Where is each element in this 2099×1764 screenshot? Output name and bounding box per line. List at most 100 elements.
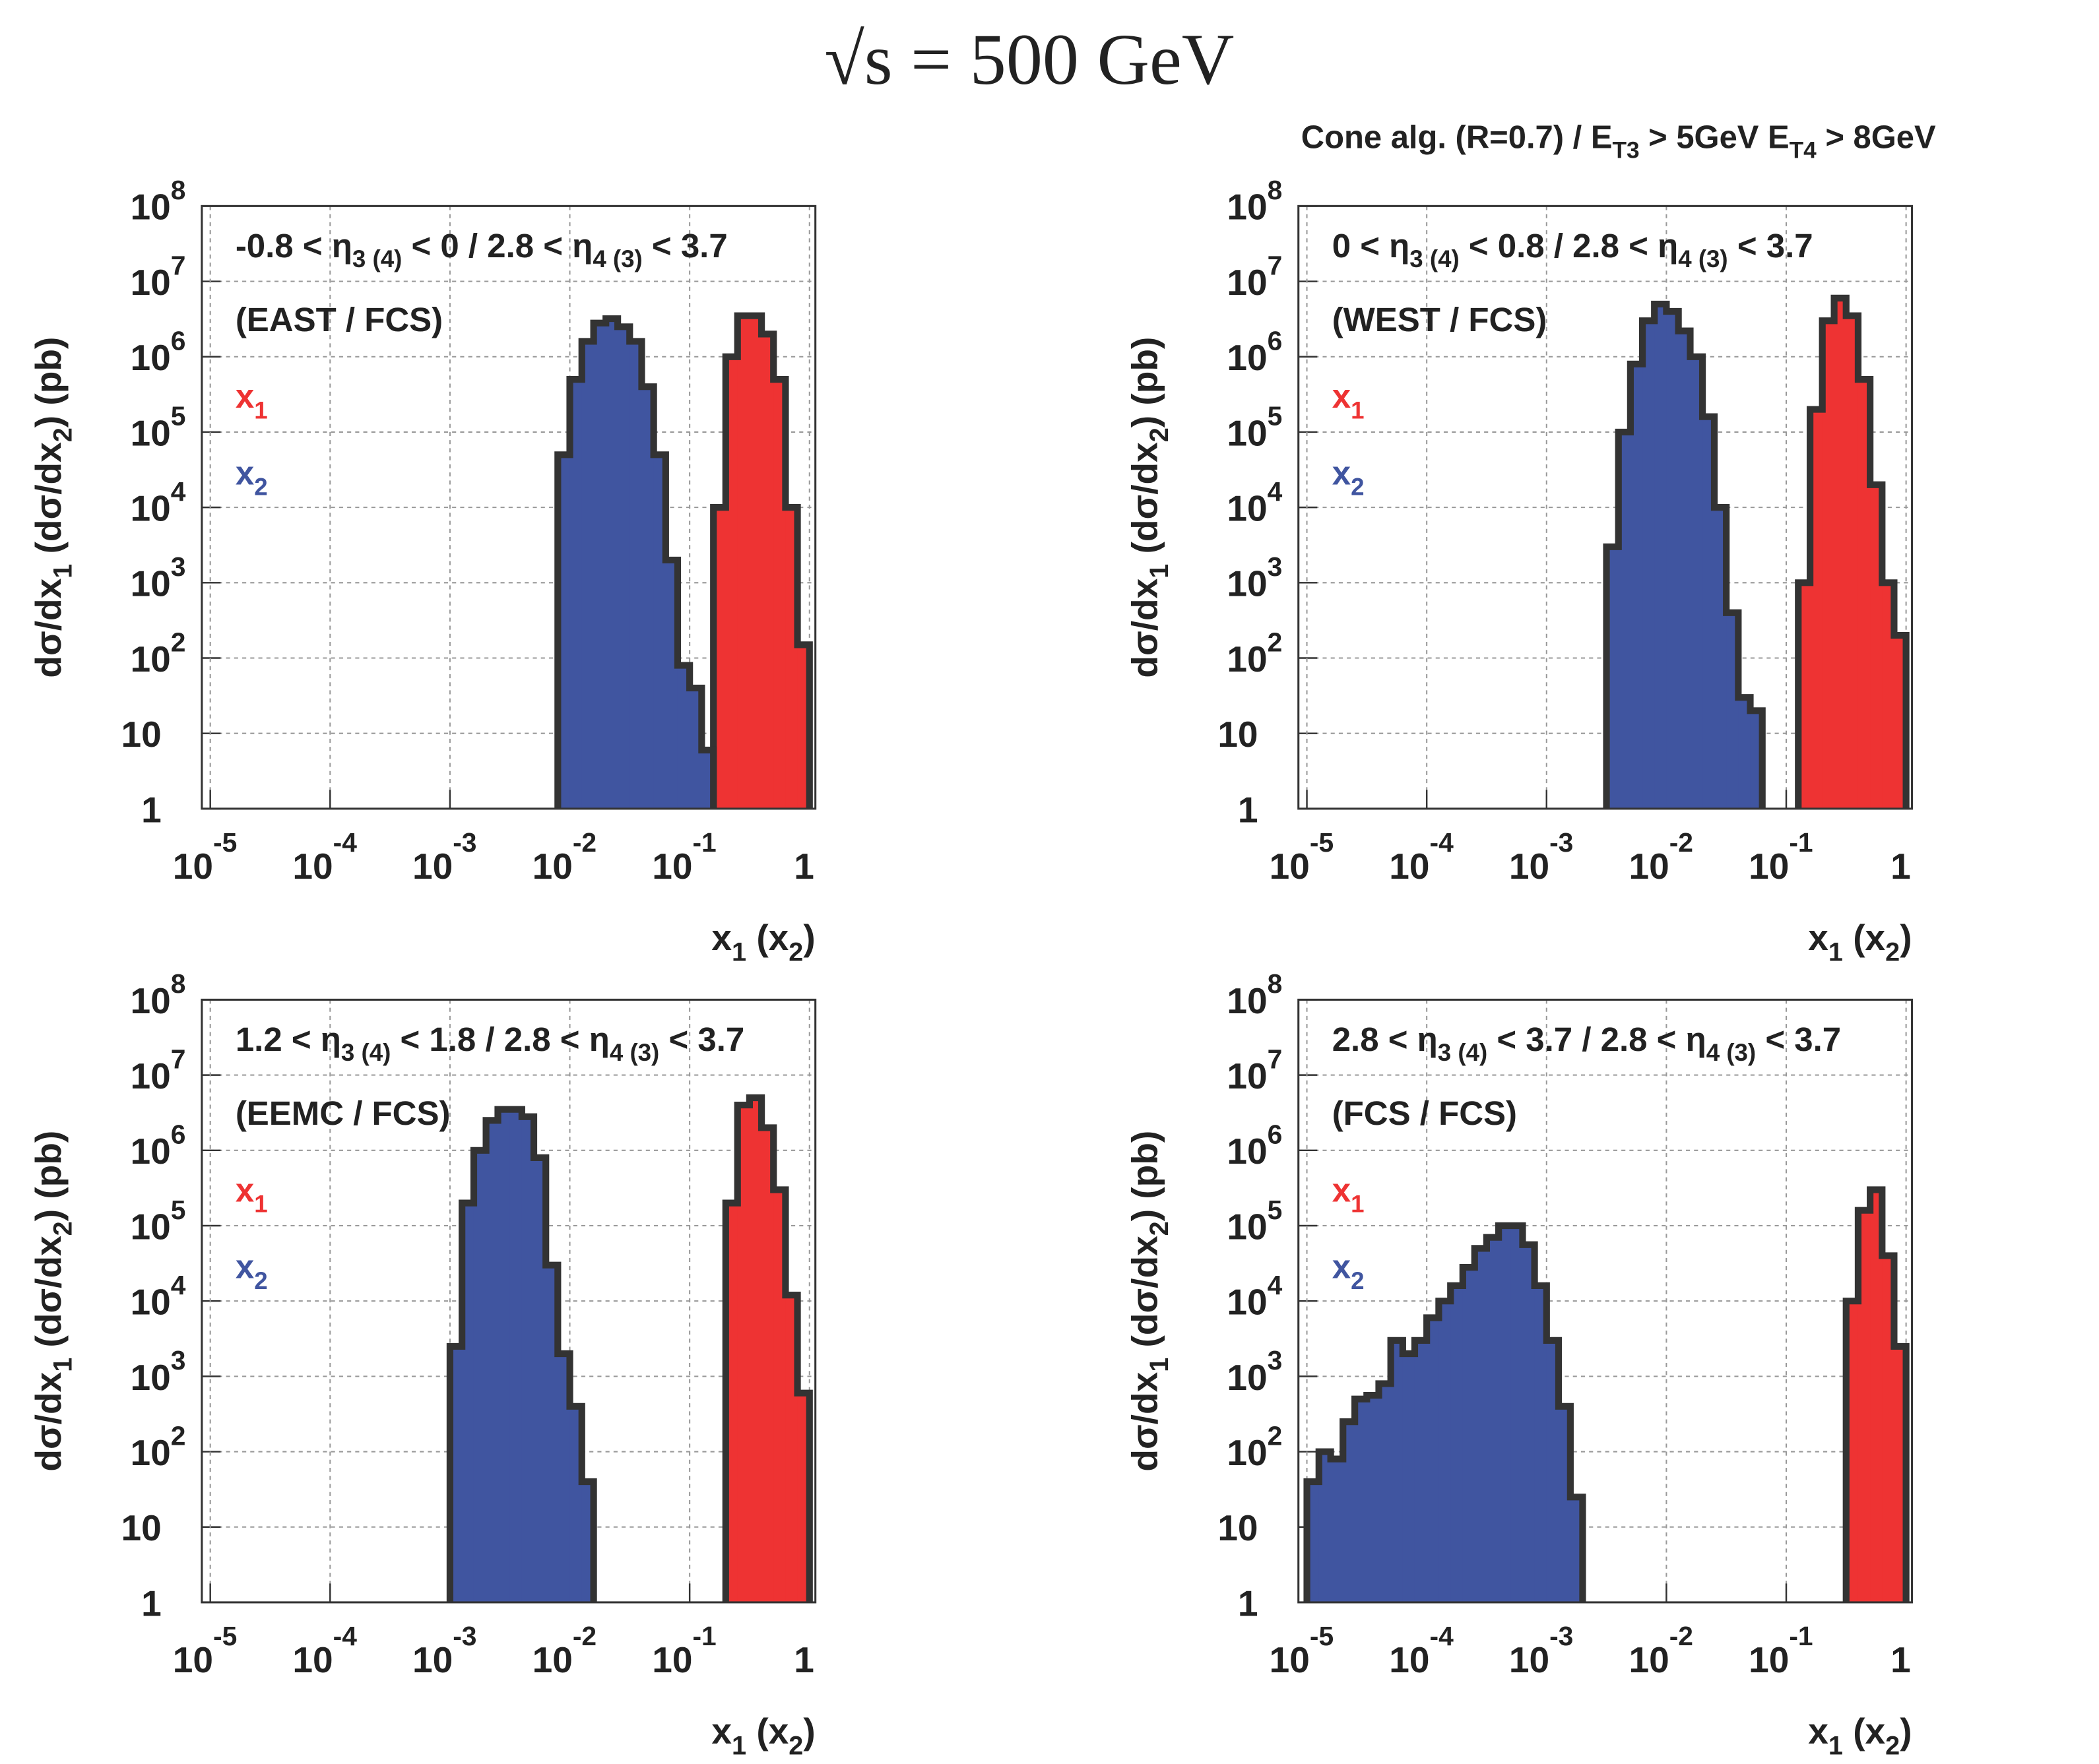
detector-label: (WEST / FCS) <box>1332 301 1547 338</box>
y-tick-label: 103 <box>130 551 185 604</box>
tick-exponent: -1 <box>692 1621 716 1651</box>
x-tick-label: 10-2 <box>533 827 597 887</box>
region-label: -0.8 < η3 (4) < 0 / 2.8 < η4 (3) < 3.7 <box>236 227 728 272</box>
tick-exponent: 3 <box>171 1345 186 1375</box>
tick-base: 10 <box>1749 846 1789 887</box>
x-tick-label: 10-3 <box>1509 1621 1573 1680</box>
tick-exponent: 7 <box>1268 250 1283 280</box>
text-part: x <box>1808 917 1828 958</box>
plot-frame <box>1297 998 1914 1604</box>
bar <box>534 1157 547 1602</box>
tick-base: 10 <box>1389 846 1429 887</box>
bar <box>593 323 607 809</box>
subscript: 1 <box>1145 1358 1174 1372</box>
tick-exponent: -3 <box>453 827 476 858</box>
tick-base: 10 <box>130 1131 170 1172</box>
y-tick-label: 106 <box>130 326 185 379</box>
text-part: 2.8 < η <box>1332 1021 1438 1058</box>
tick-exponent: 5 <box>1268 1195 1283 1225</box>
tick-base: 10 <box>533 1639 573 1680</box>
legend-subscript: 2 <box>1351 474 1364 501</box>
bar <box>1690 356 1703 809</box>
text-part: < 3.7 <box>1756 1021 1841 1058</box>
text-part: (dσ/dx <box>1124 442 1165 564</box>
legend-subscript: 1 <box>254 397 267 424</box>
tick-base: 10 <box>130 980 170 1021</box>
tick-exponent: -2 <box>1669 1621 1693 1651</box>
tick-exponent: 8 <box>1268 175 1283 205</box>
y-tick-label: 108 <box>130 175 185 228</box>
text-part: < 3.7 <box>659 1021 744 1058</box>
y-tick-label: 105 <box>130 1195 185 1247</box>
tick-exponent: -3 <box>453 1621 476 1651</box>
bar <box>761 1127 775 1602</box>
bar <box>1378 1383 1392 1602</box>
subscript: T3 <box>1612 137 1639 163</box>
text-part: > 8GeV <box>1817 120 1936 156</box>
bar <box>473 1150 487 1602</box>
bar <box>1702 416 1715 809</box>
text-part: < 3.7 <box>1728 227 1813 265</box>
legend-entry: x2 <box>236 1248 268 1294</box>
bar <box>1450 1285 1464 1602</box>
tick-base: 10 <box>1227 1131 1267 1172</box>
bar <box>1343 1422 1355 1602</box>
y-axis-title: dσ/dx1 (dσ/dx2) (pb) <box>28 1131 78 1472</box>
tick-exponent: 5 <box>171 401 186 431</box>
y-tick-label: 106 <box>1227 326 1282 379</box>
tick-exponent: 5 <box>1268 401 1283 431</box>
subscript: 4 (3) <box>610 1039 659 1066</box>
tick-exponent: -1 <box>1789 1621 1813 1651</box>
bar <box>1882 583 1895 809</box>
text-part: x <box>1808 1711 1828 1751</box>
bar <box>1367 1395 1380 1602</box>
subscript: 2 <box>1145 1221 1174 1236</box>
x-tick-label: 1 <box>1890 846 1911 887</box>
text-part: (x <box>746 917 789 958</box>
bar <box>1499 1225 1512 1602</box>
detector-label: (EEMC / FCS) <box>236 1094 451 1132</box>
text-part: ) <box>1900 917 1912 958</box>
tick-exponent: 4 <box>1268 476 1283 507</box>
bar <box>1822 321 1835 809</box>
histogram-outline <box>554 315 717 809</box>
subscript: 3 (4) <box>341 1039 391 1066</box>
x-tick-label: 10-3 <box>412 827 476 887</box>
tick-exponent: 6 <box>171 326 186 356</box>
bar <box>1462 1267 1475 1602</box>
histogram <box>554 315 717 809</box>
tick-base: 10 <box>1270 846 1310 887</box>
y-tick-label: 10 <box>1217 1507 1258 1548</box>
x-axis-title: x1 (x2) <box>711 917 815 967</box>
text-part: dσ/dx <box>1124 578 1165 677</box>
subscript: 1 <box>48 564 77 579</box>
tick-exponent: -5 <box>213 1621 237 1651</box>
x-tick-label: 10-1 <box>1749 827 1813 887</box>
tick-exponent: 4 <box>171 1270 186 1300</box>
legend-entry: x2 <box>1332 454 1365 500</box>
tick-exponent: 3 <box>1268 551 1283 582</box>
bar <box>1642 321 1656 809</box>
subscript: 2 <box>1885 1732 1900 1761</box>
legend-name: x <box>1332 1171 1351 1209</box>
y-tick-label: 104 <box>130 1270 185 1323</box>
tick-exponent: 7 <box>171 1044 186 1074</box>
text-part: x <box>711 1711 732 1751</box>
bar <box>737 1105 750 1602</box>
y-tick-label: 105 <box>1227 1195 1282 1247</box>
tick-base: 10 <box>1227 1357 1267 1398</box>
y-tick-label: 104 <box>1227 1270 1282 1323</box>
tick-base: 10 <box>412 846 453 887</box>
text-part: < 3.7 / 2.8 < η <box>1487 1021 1706 1058</box>
histogram <box>1303 1222 1586 1602</box>
bar <box>509 1109 523 1602</box>
bar <box>1390 1340 1404 1602</box>
tick-base: 10 <box>1509 1639 1549 1680</box>
legend-name: x <box>236 1248 254 1286</box>
text-part: ) <box>803 1711 815 1751</box>
tick-exponent: 5 <box>171 1195 186 1225</box>
bar <box>761 334 775 809</box>
text-part: ) (pb) <box>28 337 69 428</box>
tick-base: 10 <box>292 1639 333 1680</box>
tick-exponent: -2 <box>573 827 597 858</box>
